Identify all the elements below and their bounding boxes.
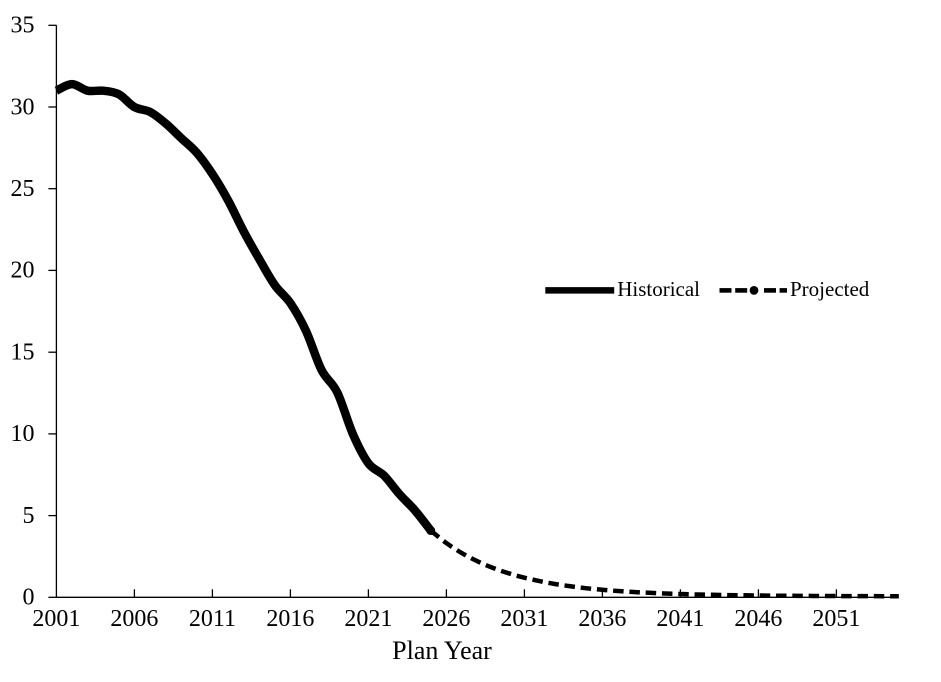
svg-text:2026: 2026 — [422, 606, 470, 632]
svg-text:10: 10 — [11, 421, 35, 447]
svg-text:2021: 2021 — [344, 606, 392, 632]
svg-text:2041: 2041 — [656, 606, 704, 632]
svg-text:2036: 2036 — [578, 606, 626, 632]
svg-text:2051: 2051 — [812, 606, 860, 632]
svg-text:Historical: Historical — [617, 277, 700, 301]
svg-text:15: 15 — [11, 340, 35, 366]
svg-text:2016: 2016 — [266, 606, 314, 632]
svg-text:0: 0 — [23, 585, 35, 611]
svg-text:25: 25 — [11, 176, 35, 202]
svg-text:5: 5 — [23, 503, 35, 529]
svg-text:2001: 2001 — [32, 606, 80, 632]
svg-text:2031: 2031 — [500, 606, 548, 632]
svg-text:30: 30 — [11, 94, 35, 120]
svg-text:35: 35 — [11, 13, 35, 39]
svg-text:2006: 2006 — [110, 606, 158, 632]
svg-text:Projected: Projected — [790, 277, 870, 301]
svg-text:2011: 2011 — [189, 606, 236, 632]
svg-text:2046: 2046 — [734, 606, 782, 632]
svg-text:Plan Year: Plan Year — [392, 636, 492, 665]
svg-text:20: 20 — [11, 258, 35, 284]
